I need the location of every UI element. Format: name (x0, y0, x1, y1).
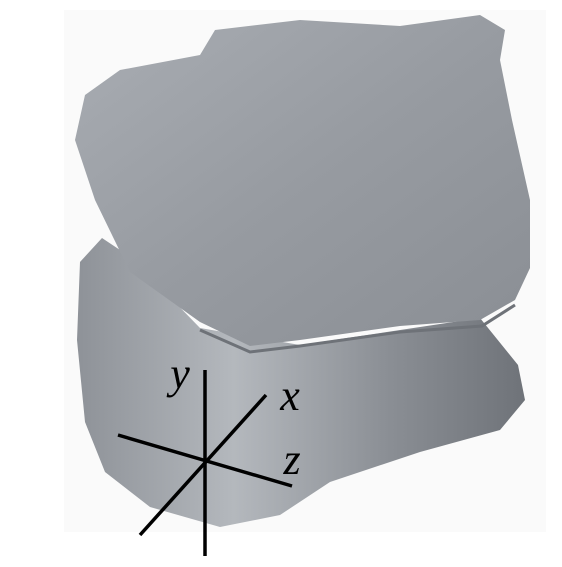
z-axis-line (117, 433, 293, 488)
mesh-top-slab (75, 15, 530, 346)
slab-edge-shadow (199, 303, 516, 354)
x-axis-line (138, 393, 268, 537)
axis-frame (117, 370, 293, 556)
y-axis-label: y (166, 349, 190, 398)
z-axis-label: z (282, 435, 300, 484)
x-axis-label: x (279, 371, 300, 420)
